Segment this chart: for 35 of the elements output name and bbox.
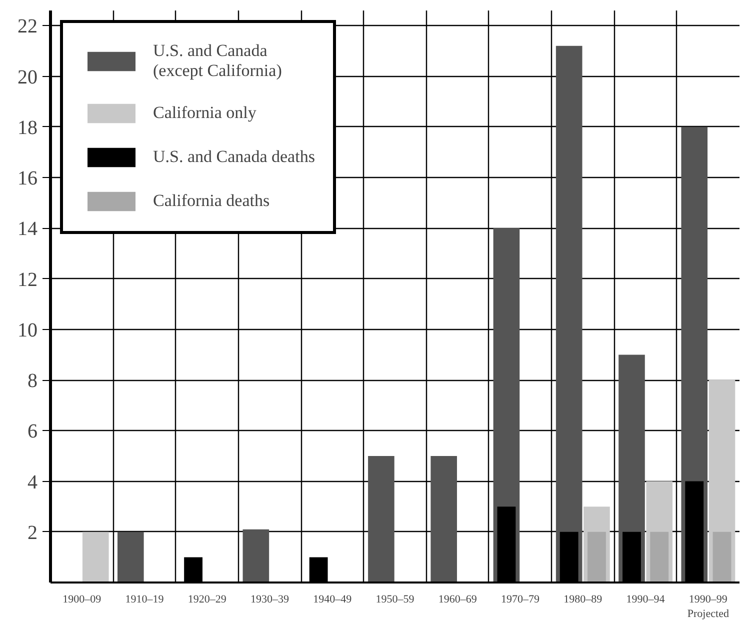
- legend-label: California deaths: [153, 191, 270, 211]
- x-tick-label: 1940–49: [313, 594, 352, 606]
- y-tick-label: 10: [18, 319, 38, 342]
- bar: [430, 456, 457, 582]
- y-tick-label: 8: [28, 370, 38, 392]
- x-tick-label: 1950–59: [376, 594, 415, 606]
- y-tick-label: 20: [18, 66, 38, 88]
- x-tick-label: 1970–79: [501, 594, 540, 606]
- x-tick-label: 1930–39: [250, 594, 290, 606]
- x-tick-label: 1990–94: [626, 594, 666, 606]
- legend-label: California only: [153, 103, 256, 123]
- bar: [368, 456, 394, 582]
- bar: [712, 532, 732, 582]
- y-tick-label: 22: [18, 16, 38, 38]
- bar: [588, 532, 606, 582]
- x-tick-label: 1920–29: [188, 594, 227, 606]
- y-tick-label: 6: [28, 420, 38, 443]
- y-tick-label: 18: [18, 116, 38, 139]
- bar: [117, 532, 144, 582]
- x-tick-label: 1960–69: [438, 594, 478, 606]
- legend-label: U.S. and Canada (except California): [153, 41, 282, 81]
- x-tick-label: 1910–19: [125, 594, 164, 606]
- x-tick-label: 1980–89: [564, 594, 603, 606]
- legend-label: U.S. and Canada deaths: [153, 147, 315, 167]
- x-tick-label: 1990–99 Projected: [687, 594, 730, 620]
- bar: [556, 46, 582, 582]
- bar: [82, 532, 109, 582]
- y-tick-label: 14: [18, 218, 38, 240]
- y-tick-label: 12: [18, 268, 38, 291]
- y-tick-label: 16: [18, 168, 38, 190]
- bar: [650, 532, 669, 582]
- y-tick-label: 2: [28, 522, 38, 544]
- x-tick-label: 1900–09: [62, 594, 102, 606]
- y-tick-label: 4: [28, 471, 38, 494]
- bar: [242, 529, 270, 582]
